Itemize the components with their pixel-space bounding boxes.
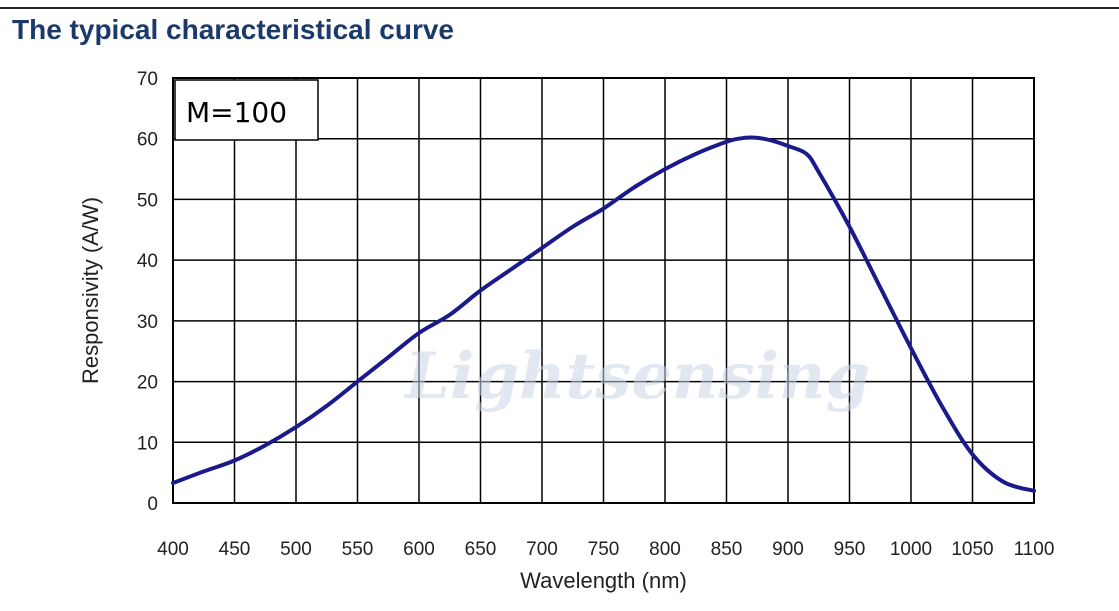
x-tick-label: 600: [403, 539, 435, 560]
annotation-label: M=100: [186, 96, 287, 129]
watermark-text: Lightsensing: [403, 339, 870, 414]
x-tick-label: 800: [649, 539, 681, 560]
y-tick-label: 40: [137, 251, 158, 272]
x-tick-label: 750: [588, 539, 620, 560]
y-tick-label: 30: [137, 312, 158, 333]
x-tick-label: 1100: [1014, 539, 1055, 560]
x-tick-label: 700: [526, 539, 558, 560]
x-tick-label: 1000: [890, 539, 932, 560]
annotation-box-frame: [174, 79, 319, 141]
top-rule: [0, 7, 1119, 9]
y-tick-label: 20: [137, 373, 158, 394]
x-tick-label: 900: [772, 539, 804, 560]
y-tick-label: 50: [137, 190, 158, 211]
plot-frame: [172, 77, 1035, 504]
y-axis-label: Responsivity (A/W): [78, 197, 103, 384]
series-layer: [171, 135, 1036, 493]
x-tick-label: 500: [280, 539, 312, 560]
y-tick-label: 60: [137, 130, 158, 151]
x-tick-label: 400: [157, 539, 189, 560]
annotation-box: M=100: [174, 79, 319, 141]
x-tick-label: 550: [342, 539, 374, 560]
x-tick-label: 650: [465, 539, 497, 560]
y-tick-label: 70: [137, 69, 158, 90]
x-axis-label: Wavelength (nm): [520, 568, 687, 593]
x-tick-label: 450: [219, 539, 251, 560]
x-tick-label: 950: [834, 539, 866, 560]
x-axis-ticks: 400 450 500 550 600 650 700 750 800 850 900 950 1000…: [157, 539, 1054, 560]
page-title: The typical characteristical curve: [12, 14, 454, 45]
grid: [172, 77, 1035, 504]
series-line: [171, 135, 1036, 493]
x-tick-label: 1050: [951, 539, 993, 560]
y-axis-ticks: 0 10 20 30 40 50 60 70: [137, 69, 158, 515]
x-tick-label: 850: [711, 539, 743, 560]
y-tick-label: 0: [147, 494, 158, 515]
y-tick-label: 10: [137, 433, 158, 454]
